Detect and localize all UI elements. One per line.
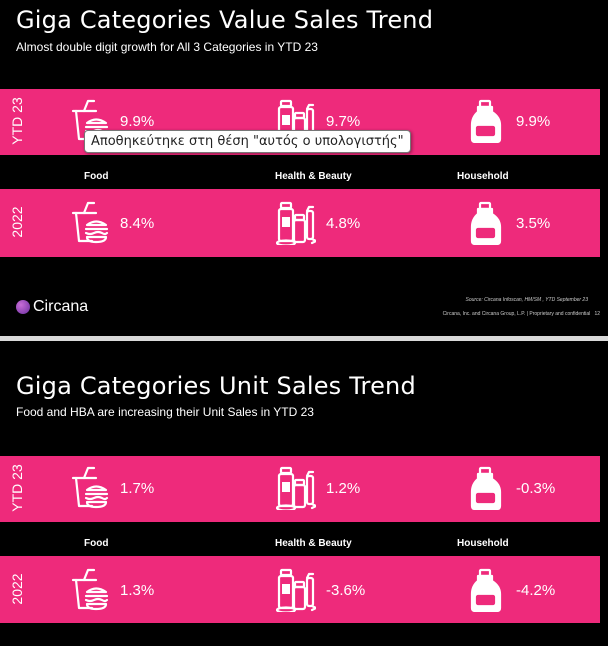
food-drink-icon [71,568,109,611]
detergent-bottle-icon [470,99,502,143]
circana-logo-icon [16,300,30,314]
slide-subtitle: Almost double digit growth for All 3 Cat… [16,40,318,54]
value-household: 9.9% [516,112,551,130]
cell-hba: 9.7% [276,99,360,143]
cell-household: 3.5% [466,201,550,245]
value-food: 8.4% [120,214,155,232]
cell-hba: -3.6% [276,568,365,612]
health-beauty-icon [276,201,316,245]
detergent-bottle-icon [470,568,502,612]
cell-household: 9.9% [466,99,550,143]
circana-logo: Circana [16,298,88,316]
source-note: Source: Circana Infoscan, HM/SM , YTD Se… [465,297,588,303]
row-band-2022: 2022 1.3% -3.6% -4.2% [0,556,600,623]
cell-food: 1.7% [70,466,154,510]
cell-food: 8.4% [70,201,154,245]
row-label: YTD 23 [9,464,25,512]
slide-subtitle: Food and HBA are increasing their Unit S… [16,405,314,419]
value-household: -0.3% [516,479,556,497]
slide-title: Giga Categories Unit Sales Trend [16,372,416,400]
detergent-bottle-icon [470,201,502,245]
category-label-household: Household [457,538,509,549]
slide-value-sales: Giga Categories Value Sales Trend Almost… [0,6,600,317]
row-label: 2022 [9,573,25,605]
slide-separator [0,336,608,342]
value-household: -4.2% [516,581,556,599]
cell-household: -0.3% [466,466,555,510]
category-label-hba: Health & Beauty [275,538,352,549]
health-beauty-icon [276,466,316,510]
copyright-note: Circana, Inc. and Circana Group, L.P. | … [443,311,600,317]
row-band-ytd23: YTD 23 1.7% 1.2% -0.3% [0,456,600,522]
value-hba: 1.2% [326,479,361,497]
cell-food: 9.9% [70,99,154,143]
cell-food: 1.3% [70,568,154,612]
page-number: 12 [594,311,600,317]
row-label: 2022 [9,206,25,238]
row-band-2022: 2022 8.4% 4.8% 3.5% [0,189,600,257]
value-household: 3.5% [516,214,551,232]
cell-household: -4.2% [466,568,555,612]
food-drink-icon [71,466,109,509]
category-label-hba: Health & Beauty [275,171,352,182]
value-food: 1.7% [120,479,155,497]
row-label: YTD 23 [9,97,25,145]
copyright-text: Circana, Inc. and Circana Group, L.P. | … [442,311,591,317]
value-food: 1.3% [120,581,155,599]
cell-hba: 1.2% [276,466,360,510]
logo-text: Circana [33,298,89,315]
category-label-household: Household [457,171,509,182]
value-food: 9.9% [120,112,155,130]
slide-title: Giga Categories Value Sales Trend [16,6,434,34]
category-label-food: Food [84,538,109,549]
food-drink-icon [71,201,109,244]
detergent-bottle-icon [470,466,502,510]
category-label-food: Food [84,171,109,182]
value-hba: 4.8% [326,214,361,232]
health-beauty-icon [276,568,316,612]
slide-unit-sales: Giga Categories Unit Sales Trend Food an… [0,341,608,646]
value-hba: 9.7% [326,112,361,130]
cell-hba: 4.8% [276,201,360,245]
value-hba: -3.6% [326,581,366,599]
saved-tooltip: Αποθηκεύτηκε στη θέση "αυτός ο υπολογιστ… [84,130,411,153]
